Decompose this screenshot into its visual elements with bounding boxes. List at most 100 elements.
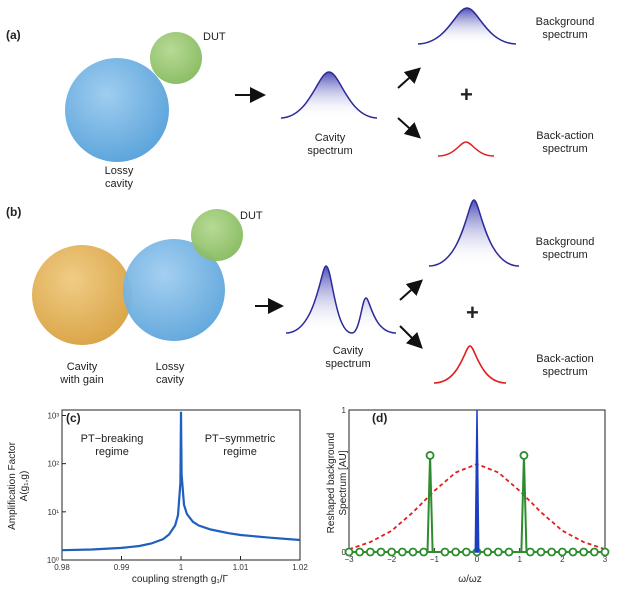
lossy-cavity-label-a-line2: cavity xyxy=(104,177,134,190)
region-left-label-line1: PT−breaking xyxy=(80,433,144,445)
chart-d-green-marker xyxy=(536,547,546,557)
chart-d-green-marker xyxy=(504,547,514,557)
chart-d-green-marker xyxy=(579,547,589,557)
chart-d-ylabel: Reshaped background Spectrum [AU] xyxy=(326,428,352,538)
chart-d-green-marker xyxy=(408,547,418,557)
chart-c-xtick-label: 0.99 xyxy=(114,563,130,572)
background-spectrum-label-b-line1: Background xyxy=(535,236,595,248)
region-right-label: PT−symmetric regime xyxy=(198,433,282,459)
chart-d-green-marker xyxy=(461,547,471,557)
chart-d-green-marker xyxy=(451,547,461,557)
lossy-cavity-label-b-line1: Lossy xyxy=(155,361,185,373)
chart-c-xtick-label: 1.01 xyxy=(233,563,249,572)
chart-d-ytick-label: 1 xyxy=(342,406,347,415)
chart-c-ytick-label: 10¹ xyxy=(47,508,59,517)
cavity-spectrum-b-fill xyxy=(286,266,396,333)
chart-d: −3 −2 −1 0 1 2 3 0 1 xyxy=(342,406,610,564)
chart-d-green-marker xyxy=(440,547,450,557)
cavity-spectrum-a-fill xyxy=(281,72,377,118)
chart-d-xtick-label: 1 xyxy=(517,555,522,564)
backaction-spectrum-label-b-line2: spectrum xyxy=(542,365,588,378)
chart-d-green-peak xyxy=(426,455,434,553)
panel-c-label: (c) xyxy=(66,411,81,425)
cavity-spectrum-label-a: Cavity spectrum xyxy=(300,132,360,158)
dut-label-b: DUT xyxy=(240,210,263,222)
chart-c-ylabel: Amplification Factor A(g₁,g) xyxy=(7,431,33,541)
gain-cavity-label-b: Cavity with gain xyxy=(50,361,114,387)
backaction-spectrum-a xyxy=(437,141,495,157)
chart-d-green-marker xyxy=(493,547,503,557)
lossy-cavity-label-b-line2: cavity xyxy=(155,373,185,386)
dut-label-a: DUT xyxy=(203,31,226,43)
chart-d-green-marker xyxy=(397,547,407,557)
chart-c-xtick-label: 1.02 xyxy=(292,563,308,572)
chart-d-ytick-label: 0 xyxy=(342,548,347,557)
chart-c-ylabel-line1: Amplification Factor xyxy=(7,442,18,530)
chart-c-ytick-label: 10⁰ xyxy=(47,556,59,565)
gain-cavity-label-b-line2: with gain xyxy=(60,373,104,386)
chart-d-xtick-label: 3 xyxy=(603,555,608,564)
backaction-spectrum-b xyxy=(433,345,507,384)
region-left-label: PT−breaking regime xyxy=(72,433,152,459)
region-left-label-line2: regime xyxy=(95,445,129,458)
chart-c-xtick-label: 1 xyxy=(179,563,184,572)
background-spectrum-b xyxy=(428,199,520,267)
panel-a-label: (a) xyxy=(6,28,21,42)
chart-d-xtick-label: 2 xyxy=(560,555,565,564)
background-spectrum-label-b: Background spectrum xyxy=(520,236,610,262)
background-spectrum-a-fill xyxy=(418,8,516,44)
chart-c-ytick-label: 10³ xyxy=(47,411,59,420)
cavity-spectrum-label-a-line2: spectrum xyxy=(307,144,353,157)
chart-d-xtick-label: −3 xyxy=(344,555,354,564)
chart-d-green-peak-marker xyxy=(519,451,529,460)
chart-c-xlabel: coupling strength g₁/Γ xyxy=(131,574,229,585)
dut-a xyxy=(150,32,202,84)
chart-d-green-marker xyxy=(589,547,599,557)
chart-d-green-marker xyxy=(557,547,567,557)
chart-d-green-marker xyxy=(600,547,610,557)
cavity-spectrum-label-b: Cavity spectrum xyxy=(318,345,378,371)
background-spectrum-label-a: Background spectrum xyxy=(520,16,610,42)
cavity-spectrum-label-a-line1: Cavity xyxy=(314,132,346,144)
region-right-label-line2: regime xyxy=(223,445,257,458)
chart-c-ylabel-line2: A(g₁,g) xyxy=(18,470,30,502)
chart-d-ylabel-line2: Spectrum [AU] xyxy=(337,450,349,516)
chart-d-xtick-label: −1 xyxy=(430,555,440,564)
dut-b xyxy=(191,209,243,261)
chart-d-green-peak-marker xyxy=(425,451,435,460)
backaction-spectrum-label-a-line1: Back-action xyxy=(536,130,594,142)
panel-b-label: (b) xyxy=(6,205,22,219)
chart-d-green-marker xyxy=(483,547,493,557)
backaction-spectrum-label-b-line1: Back-action xyxy=(536,353,594,365)
backaction-spectrum-label-a-line2: spectrum xyxy=(542,142,588,155)
chart-d-green-marker xyxy=(365,547,375,557)
arrow-a-up xyxy=(397,67,421,89)
arrow-b-down xyxy=(399,325,423,349)
chart-d-ylabel-line1: Reshaped background xyxy=(326,432,337,534)
plus-sign-a: + xyxy=(460,82,473,107)
chart-d-green-marker xyxy=(355,547,365,557)
background-spectrum-label-b-line2: spectrum xyxy=(542,248,588,261)
chart-d-green-peak xyxy=(520,455,528,553)
backaction-spectrum-label-b: Back-action spectrum xyxy=(520,353,610,379)
background-spectrum-b-fill xyxy=(429,200,519,266)
backaction-spectrum-label-a: Back-action spectrum xyxy=(520,130,610,156)
plus-sign-b: + xyxy=(466,300,479,325)
chart-c-xtick-label: 0.98 xyxy=(54,563,70,572)
panel-d-label: (d) xyxy=(372,411,388,425)
region-right-label-line1: PT−symmetric xyxy=(204,433,276,445)
background-spectrum-label-a-line2: spectrum xyxy=(542,28,588,41)
chart-d-xlabel: ω/ωz xyxy=(458,574,482,585)
lossy-cavity-b xyxy=(123,239,225,341)
lossy-cavity-label-a: Lossy cavity xyxy=(94,165,144,191)
cavity-spectrum-label-b-line2: spectrum xyxy=(325,357,371,370)
chart-c-ytick-label: 10² xyxy=(47,460,59,469)
chart-c-series-line xyxy=(61,411,301,552)
lossy-cavity-a xyxy=(65,58,169,162)
cavity-spectrum-label-b-line1: Cavity xyxy=(332,345,364,357)
chart-d-blue-spike xyxy=(474,409,480,553)
chart-d-green-marker xyxy=(376,547,386,557)
arrow-a-down xyxy=(397,117,421,139)
